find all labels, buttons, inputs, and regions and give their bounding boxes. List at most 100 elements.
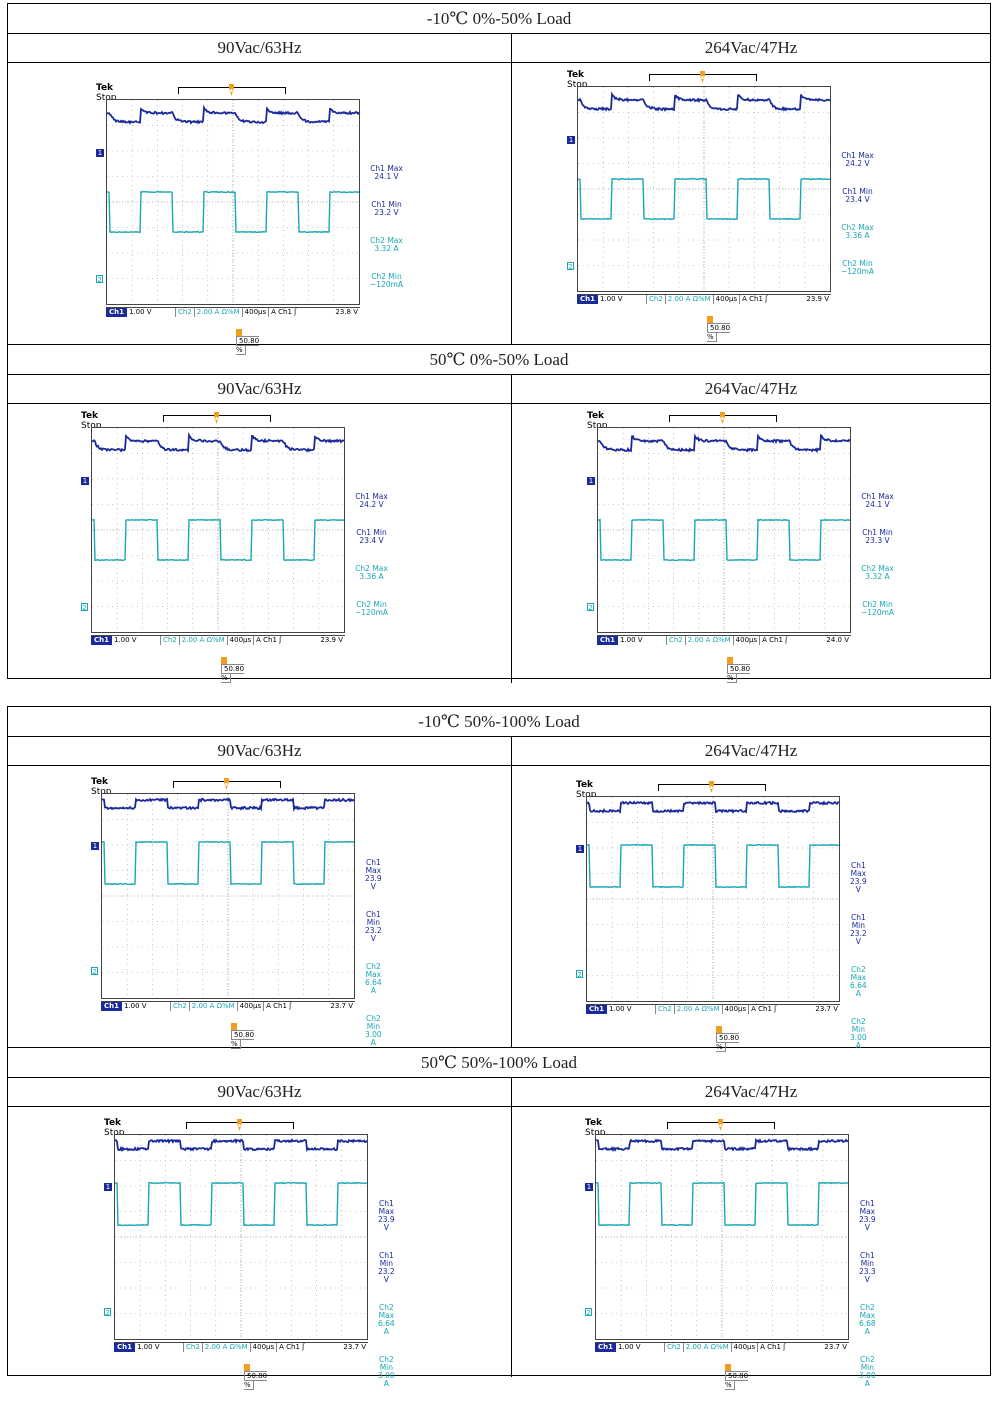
trigger-level: 23.8 V bbox=[335, 308, 358, 316]
ch2-max-readout: Ch2 Max 6.68 A bbox=[859, 1303, 876, 1336]
ch2-max-readout: Ch2 Max 3.36 A bbox=[355, 564, 388, 581]
waveform-cell: Tek Stop 1 2 Ch1 Max 24.2 V Ch1 Min 23.4 V Ch2 … bbox=[511, 63, 990, 344]
trigger-position-readout: 50.80 % bbox=[244, 1363, 268, 1390]
trigger-position-readout: 50.80 % bbox=[236, 328, 260, 355]
waveform-cell: Tek Stop 1 2 Ch1 Max 24.1 V Ch1 Min 23.3 V Ch2 … bbox=[511, 404, 990, 683]
ch2-ground-marker: 2 bbox=[587, 603, 594, 612]
measurement-readouts: Ch1 Max 23.9 V Ch1 Min 23.2 V Ch2 Max 6.64 A C… bbox=[365, 859, 382, 1067]
ch1-min-readout: Ch1 Min 23.2 V bbox=[371, 200, 402, 217]
ch1-ground-marker: 1 bbox=[587, 477, 595, 485]
ch2-label: Ch2 bbox=[183, 1343, 203, 1352]
scope-graticule bbox=[597, 427, 851, 633]
measurement-readouts: Ch1 Max 23.9 V Ch1 Min 23.3 V Ch2 Max 6.68 A C… bbox=[859, 1200, 876, 1408]
ch2-min-readout: Ch2 Min −120mA bbox=[861, 600, 895, 617]
ch1-ground-marker: 1 bbox=[81, 477, 89, 485]
ch1-scale: 1.00 V bbox=[618, 1343, 641, 1351]
ch1-ground-marker: 1 bbox=[567, 136, 575, 144]
waveform-cell: Tek Stop 1 2 Ch1 Max 23.9 V Ch1 Min 23.2 V Ch2 … bbox=[8, 1107, 511, 1390]
trigger-position-icon bbox=[709, 781, 714, 793]
trigger-icon bbox=[221, 656, 227, 664]
ch1-max-readout: Ch1 Max 23.9 V bbox=[378, 1199, 395, 1232]
ch2-ground-marker: 2 bbox=[585, 1308, 592, 1317]
ch2-current-trace bbox=[596, 1181, 848, 1227]
ch1-min-readout: Ch1 Min 23.3 V bbox=[859, 1251, 876, 1284]
ch1-min-readout: Ch1 Min 23.2 V bbox=[365, 910, 382, 943]
ch2-ground-marker: 2 bbox=[96, 275, 103, 284]
trigger-position-readout: 50.80 % bbox=[231, 1022, 255, 1049]
scope-brand-label: Tek Stop bbox=[104, 1118, 125, 1138]
trigger-position-readout: 50.80 % bbox=[727, 656, 751, 683]
ch2-ground-marker: 2 bbox=[91, 967, 98, 976]
ch1-label: Ch1 bbox=[595, 1343, 616, 1352]
ch1-max-readout: Ch1 Max 23.9 V bbox=[859, 1199, 876, 1232]
trigger-position-icon bbox=[224, 778, 229, 790]
trigger-position-icon bbox=[237, 1119, 242, 1131]
ch1-scale: 1.00 V bbox=[600, 295, 623, 303]
trigger-position-readout: 50.80 % bbox=[716, 1025, 740, 1052]
waveform-cell: Tek Stop 1 2 Ch1 Max 24.1 V Ch1 Min 23.2 V Ch2 … bbox=[8, 63, 511, 355]
test-table-1: -10℃ 0%-50% Load 90Vac/63Hz 264Vac/47Hz … bbox=[7, 3, 991, 683]
ch2-ground-marker: 2 bbox=[81, 603, 88, 612]
ch1-min-readout: Ch1 Min 23.4 V bbox=[842, 187, 873, 204]
waveform-row: Tek Stop 1 2 Ch1 Max 23.9 V Ch1 Min 23.2 V Ch2 … bbox=[8, 766, 990, 1052]
ch2-scale: 2.00 A Ω%M bbox=[687, 636, 731, 644]
scope-status-bar: Ch1 1.00 V Ch2 2.00 A Ω%M 400μs A Ch1 ʃ 23.8 V bbox=[106, 307, 360, 317]
ch1-label: Ch1 bbox=[114, 1343, 135, 1352]
measurement-readouts: Ch1 Max 24.2 V Ch1 Min 23.4 V Ch2 Max 3.36 A C… bbox=[355, 493, 388, 637]
section-title: -10℃ 0%-50% Load bbox=[8, 4, 990, 34]
ch2-current-trace bbox=[587, 843, 839, 889]
section-title: 50℃ 50%-100% Load bbox=[8, 1048, 990, 1078]
trigger-level: 24.0 V bbox=[826, 636, 849, 644]
ch2-min-readout: Ch2 Min 3.00 A bbox=[859, 1355, 876, 1388]
waveform-plot bbox=[578, 87, 830, 291]
trigger-source: A Ch1 ʃ bbox=[762, 636, 788, 644]
trigger-source: A Ch1 ʃ bbox=[760, 1343, 786, 1351]
scope-status-bar: Ch1 1.00 V Ch2 2.00 A Ω%M 400μs A Ch1 ʃ 23.9 V bbox=[577, 294, 831, 304]
ch2-min-readout: Ch2 Min −120mA bbox=[370, 272, 404, 289]
scope-status-bar: Ch1 1.00 V Ch2 2.00 A Ω%M 400μs A Ch1 ʃ 23.7 V bbox=[114, 1342, 368, 1352]
trigger-position-readout: 50.80 % bbox=[707, 315, 731, 342]
timebase: 400μs bbox=[249, 1343, 278, 1352]
ch1-max-readout: Ch1 Max 24.2 V bbox=[841, 151, 874, 168]
ch2-max-readout: Ch2 Max 6.64 A bbox=[365, 962, 382, 995]
scope-graticule bbox=[595, 1134, 849, 1340]
trigger-level: 23.7 V bbox=[330, 1002, 353, 1010]
ch2-max-readout: Ch2 Max 6.64 A bbox=[378, 1303, 395, 1336]
waveform-plot bbox=[102, 794, 354, 998]
ch1-ground-marker: 1 bbox=[585, 1183, 593, 1191]
trigger-source: A Ch1 ʃ bbox=[256, 636, 282, 644]
ch2-scale: 2.00 A Ω%M bbox=[196, 308, 240, 316]
trigger-icon bbox=[244, 1363, 250, 1371]
ch1-scale: 1.00 V bbox=[620, 636, 643, 644]
ch2-scale: 2.00 A Ω%M bbox=[667, 295, 711, 303]
trigger-level: 23.7 V bbox=[343, 1343, 366, 1351]
ch2-label: Ch2 bbox=[646, 295, 666, 304]
ch2-label: Ch2 bbox=[175, 308, 195, 317]
timebase: 400μs bbox=[236, 1002, 265, 1011]
ch2-scale: 2.00 A Ω%M bbox=[204, 1343, 248, 1351]
trigger-source: A Ch1 ʃ bbox=[751, 1005, 777, 1013]
ch2-label: Ch2 bbox=[666, 636, 686, 645]
trigger-icon bbox=[725, 1363, 731, 1371]
ch1-label: Ch1 bbox=[597, 636, 618, 645]
trigger-level: 23.9 V bbox=[320, 636, 343, 644]
scope-brand-label: Tek Stop bbox=[576, 780, 597, 800]
ch2-min-readout: Ch2 Min −120mA bbox=[355, 600, 389, 617]
waveform-plot bbox=[92, 428, 344, 632]
ch2-label: Ch2 bbox=[170, 1002, 190, 1011]
column-header-row: 90Vac/63Hz 264Vac/47Hz bbox=[8, 737, 990, 766]
ch1-min-readout: Ch1 Min 23.2 V bbox=[378, 1251, 395, 1284]
ch2-min-readout: Ch2 Min 3.00 A bbox=[378, 1355, 395, 1388]
trigger-icon bbox=[231, 1022, 237, 1030]
ch1-label: Ch1 bbox=[586, 1005, 607, 1014]
ch2-current-trace bbox=[107, 190, 359, 234]
scope-graticule bbox=[577, 86, 831, 292]
ch2-current-trace bbox=[102, 840, 354, 886]
scope-brand-label: Tek Stop bbox=[96, 83, 117, 103]
timebase: 400μs bbox=[241, 308, 270, 317]
ch1-voltage-trace bbox=[115, 1138, 367, 1153]
trigger-source: A Ch1 ʃ bbox=[271, 308, 297, 316]
ch1-ground-marker: 1 bbox=[576, 845, 584, 853]
ch1-max-readout: Ch1 Max 23.9 V bbox=[365, 858, 382, 891]
scope-brand-label: Tek Stop bbox=[585, 1118, 606, 1138]
